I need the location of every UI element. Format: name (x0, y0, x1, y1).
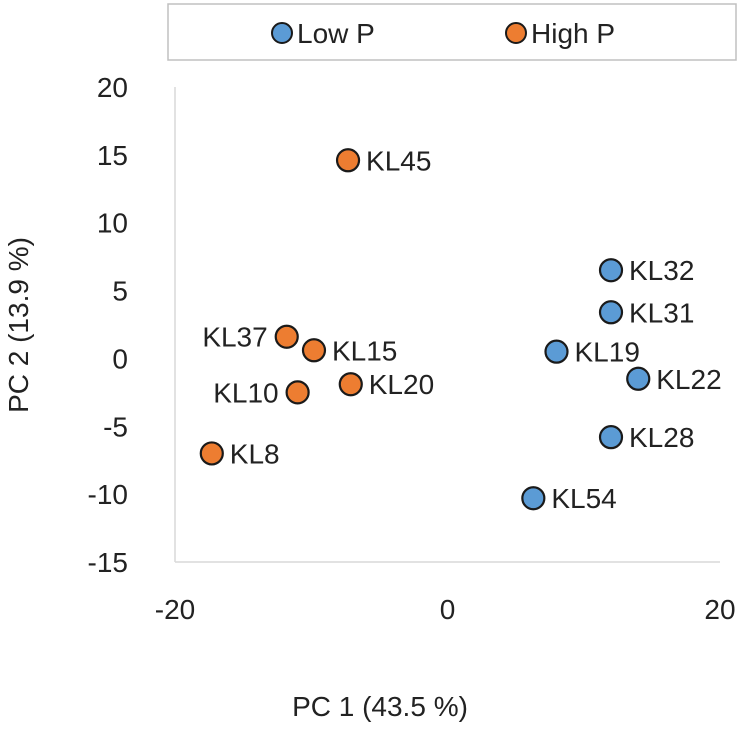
plot-area (174, 87, 720, 563)
legend-marker-high-p (505, 22, 527, 44)
y-tick-label: 0 (112, 343, 128, 374)
y-tick-label: 20 (97, 72, 128, 103)
point-label: KL10 (213, 377, 278, 408)
y-tick-label: 15 (97, 140, 128, 171)
point-label: KL32 (629, 255, 694, 286)
point-label: KL37 (202, 322, 267, 353)
legend-label-low-p: Low P (297, 18, 375, 49)
point-label: KL19 (575, 337, 640, 368)
point-label: KL15 (332, 335, 397, 366)
x-tick-label: 0 (440, 594, 456, 625)
point-label: KL28 (629, 422, 694, 453)
legend-marker-low-p (271, 22, 293, 44)
data-point (521, 486, 546, 511)
data-point (626, 366, 651, 391)
y-tick-label: -15 (88, 547, 128, 578)
data-point (199, 441, 224, 466)
data-point (598, 300, 624, 325)
y-tick-labels: -15 -10 -5 0 5 10 15 20 (88, 72, 128, 578)
point-label: KL8 (230, 438, 280, 469)
legend-label-high-p: High P (531, 18, 615, 49)
x-tick-label: 20 (704, 594, 735, 625)
data-point (285, 380, 310, 405)
legend: Low P High P (167, 3, 737, 61)
legend-box (167, 3, 737, 61)
data-point (544, 339, 569, 364)
data-point (338, 372, 363, 397)
point-label: KL31 (629, 297, 694, 328)
y-tick-label: 5 (112, 276, 128, 307)
y-tick-label: 10 (97, 208, 128, 239)
x-tick-label: -20 (155, 594, 195, 625)
x-axis-title: PC 1 (43.5 %) (292, 691, 468, 722)
data-points: KL32 KL31 KL19 KL22 KL28 KL54 KL45 KL37 KL15KL20… (199, 145, 722, 514)
point-label: KL45 (366, 145, 431, 176)
y-tick-label: -5 (103, 411, 128, 442)
data-point (335, 148, 361, 173)
point-label: KL22 (656, 364, 721, 395)
data-point (598, 425, 624, 450)
data-point (301, 338, 327, 363)
y-tick-label: -10 (88, 479, 128, 510)
point-label: KL54 (551, 483, 616, 514)
x-tick-labels: -20 0 20 (155, 594, 736, 625)
data-point (598, 258, 624, 283)
y-axis-title: PC 2 (13.9 %) (3, 237, 34, 413)
point-label: KL20 (369, 369, 434, 400)
data-point (274, 324, 299, 349)
